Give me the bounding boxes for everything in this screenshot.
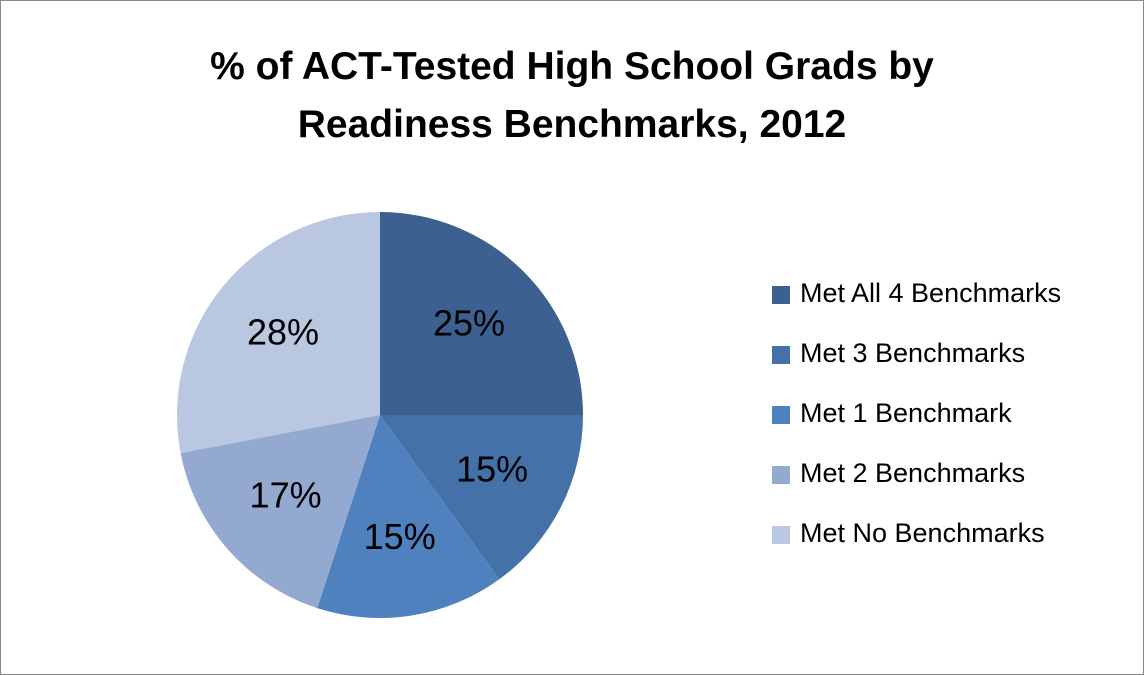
pie-slice: [176, 212, 380, 454]
legend-label: Met No Benchmarks: [800, 518, 1045, 548]
chart-title: % of ACT-Tested High School Grads by Rea…: [210, 45, 934, 146]
legend-swatch: [772, 526, 790, 544]
legend-label: Met 1 Benchmark: [800, 398, 1012, 428]
legend-swatch: [772, 346, 790, 364]
legend-label: Met 3 Benchmarks: [800, 338, 1025, 368]
data-label: 15%: [364, 516, 436, 557]
data-label: 25%: [433, 303, 505, 344]
data-label: 17%: [250, 475, 322, 516]
legend-label: Met 2 Benchmarks: [800, 458, 1025, 488]
pie-slice: [380, 212, 583, 415]
legend-swatch: [772, 406, 790, 424]
data-label: 28%: [247, 311, 319, 352]
pie-slice: [380, 415, 583, 580]
pie-slice: [317, 415, 500, 618]
data-label: 15%: [456, 449, 528, 490]
pie-slice: [180, 415, 380, 609]
legend-swatch: [772, 286, 790, 304]
legend-label: Met All 4 Benchmarks: [800, 278, 1061, 308]
legend-swatch: [772, 466, 790, 484]
